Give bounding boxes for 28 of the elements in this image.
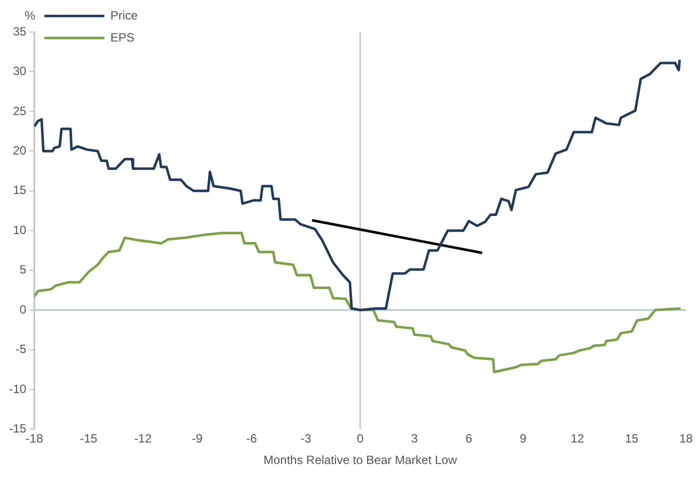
y-tick-label: 15 [12,183,27,198]
y-tick-label: 35 [12,24,27,38]
y-tick-label: 20 [12,143,27,158]
legend-label: Price [110,8,138,22]
y-tick-label: -5 [16,342,27,356]
x-tick-label: 3 [411,432,418,446]
x-tick-label: 6 [465,432,472,446]
y-tick-label: 10 [12,222,27,237]
x-tick-label: 0 [356,432,364,446]
x-tick-label: 18 [679,432,693,446]
x-tick-label: -9 [192,432,203,446]
x-tick-label: 9 [520,432,527,446]
y-tick-label: 0 [20,302,27,316]
y-tick-label: -15 [9,422,27,436]
y-tick-label: 5 [20,262,27,277]
x-tick-label: 12 [570,432,584,446]
y-tick-label: 30 [12,64,27,78]
y-tick-label: -10 [9,382,27,396]
x-tick-label: -6 [246,432,258,446]
x-tick-label: -18 [26,432,44,446]
y-tick-label: 25 [12,104,27,118]
y-axis-title: % [24,8,36,22]
x-tick-label: 15 [625,432,639,446]
x-tick-label: -15 [80,432,98,446]
x-tick-label: -3 [300,432,312,446]
x-axis-title: Months Relative to Bear Market Low [263,453,458,468]
legend-label: EPS [110,30,134,44]
x-tick-label: -12 [134,432,152,446]
